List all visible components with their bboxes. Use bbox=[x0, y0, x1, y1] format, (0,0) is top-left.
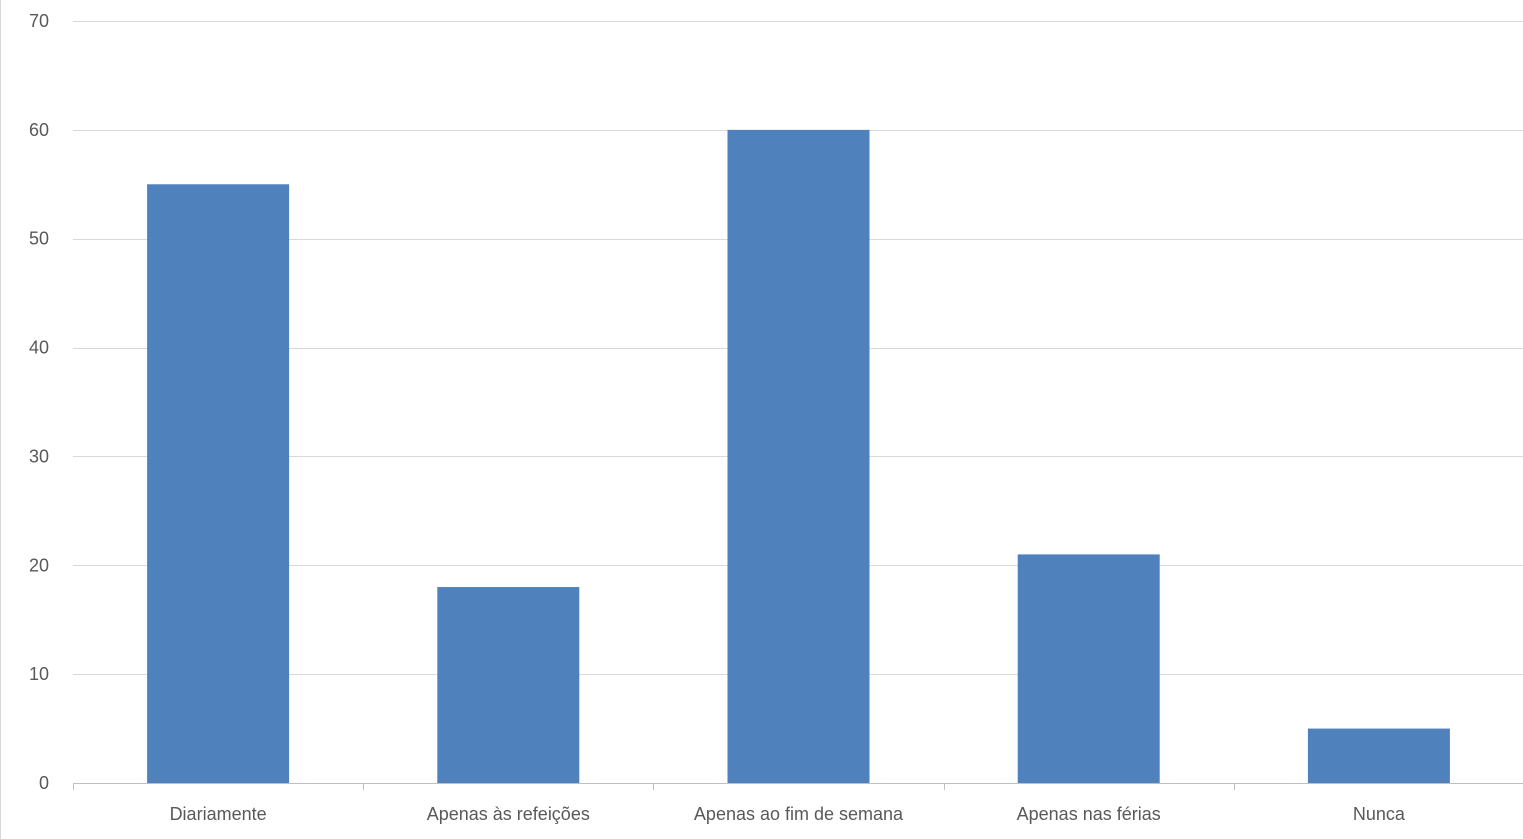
y-axis-tick-labels: 0 10 20 30 40 50 60 70 bbox=[29, 11, 49, 793]
y-tick-label: 50 bbox=[29, 229, 49, 249]
y-tick-label: 60 bbox=[29, 120, 49, 140]
bar-apenas-ao-fim-de-semana bbox=[727, 129, 870, 783]
x-tick-label: Nunca bbox=[1353, 804, 1406, 824]
y-tick-label: 10 bbox=[29, 664, 49, 684]
bars bbox=[147, 129, 1450, 784]
y-tick-label: 20 bbox=[29, 555, 49, 575]
bar-apenas-nas-férias bbox=[1017, 554, 1160, 783]
x-tick-label: Diariamente bbox=[170, 804, 267, 824]
y-tick-label: 30 bbox=[29, 446, 49, 466]
bar-nunca bbox=[1307, 728, 1450, 783]
bar-apenas-às-refeições bbox=[437, 587, 580, 783]
y-tick-label: 0 bbox=[39, 773, 49, 793]
x-tick-label: Apenas ao fim de semana bbox=[694, 804, 904, 824]
x-tick-label: Apenas às refeições bbox=[427, 804, 590, 824]
x-axis-tick-labels: Diariamente Apenas às refeições Apenas ao … bbox=[170, 804, 1406, 824]
x-tick-label: Apenas nas férias bbox=[1017, 804, 1161, 824]
bar-diariamente bbox=[147, 184, 290, 784]
y-tick-label: 70 bbox=[29, 11, 49, 31]
y-tick-label: 40 bbox=[29, 338, 49, 358]
x-axis bbox=[73, 783, 1523, 790]
